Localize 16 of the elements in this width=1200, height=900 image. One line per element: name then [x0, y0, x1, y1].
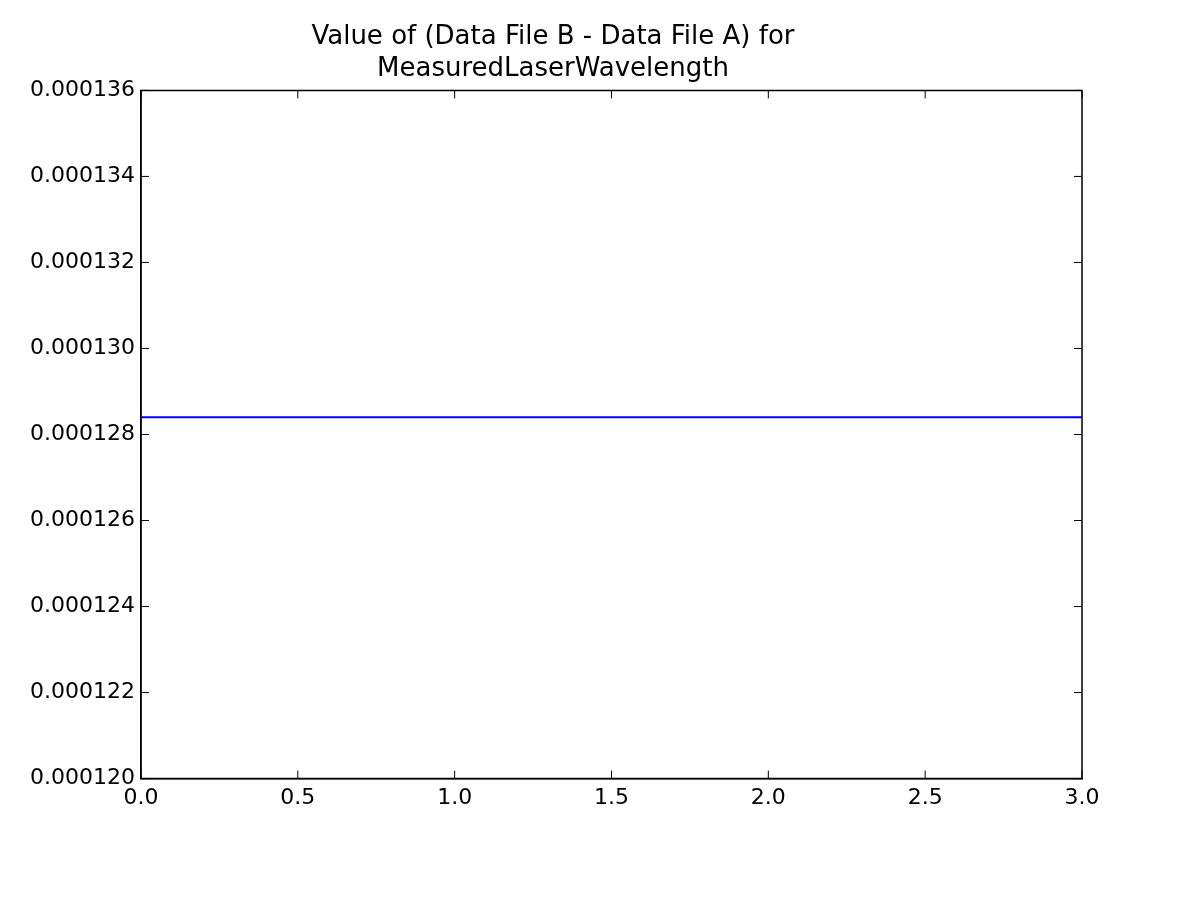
y-tick-label: 0.000134 — [29, 162, 135, 188]
y-tick-label: 0.000136 — [29, 76, 135, 102]
x-tick-label: 1.5 — [593, 783, 629, 809]
x-tick-label: 2.5 — [907, 783, 943, 809]
y-tick-label: 0.000122 — [29, 678, 135, 704]
x-tick-label: 3.0 — [1064, 783, 1100, 809]
x-tick-label: 0.0 — [123, 783, 159, 809]
x-tick-label: 1.0 — [437, 783, 473, 809]
y-tick-label: 0.000124 — [29, 592, 135, 618]
y-tick-label: 0.000130 — [29, 334, 135, 360]
x-tick-label: 0.5 — [280, 783, 316, 809]
y-tick-label: 0.000126 — [29, 506, 135, 532]
chart-title: Value of (Data File B - Data File A) for MeasuredLaserWavelength — [311, 20, 795, 82]
y-tick-label: 0.000128 — [29, 420, 135, 446]
y-tick-label: 0.000132 — [29, 248, 135, 274]
x-tick-label: 2.0 — [750, 783, 786, 809]
